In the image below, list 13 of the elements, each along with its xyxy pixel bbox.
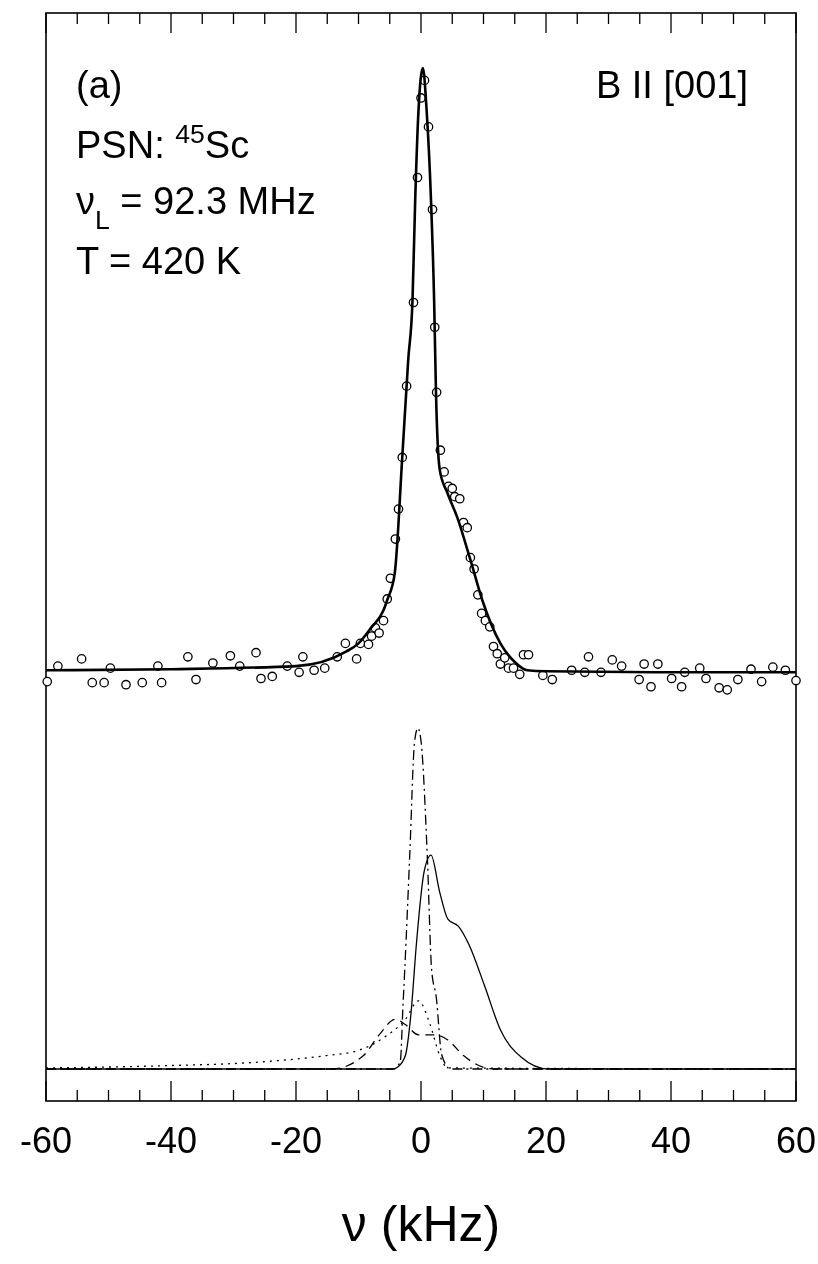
x-tick-label: 40 — [650, 1120, 692, 1161]
annotation: (a) — [76, 64, 123, 106]
x-tick-label: 60 — [775, 1120, 817, 1161]
x-tick-label: 20 — [525, 1120, 567, 1161]
x-tick-label: -40 — [144, 1120, 198, 1161]
x-tick-label: 0 — [410, 1120, 432, 1161]
annotation: PSN: $^{45}$Sc — [76, 119, 250, 166]
annotation: B II [001] — [595, 64, 748, 106]
x-axis-title: ν (kHz) — [341, 1196, 501, 1252]
annotation: ν$_{L}$ = 92.3 MHz — [76, 180, 316, 235]
x-tick-label: -20 — [269, 1120, 323, 1161]
x-tick-label: -60 — [19, 1120, 73, 1161]
annotation: T = 420 K — [76, 240, 242, 282]
